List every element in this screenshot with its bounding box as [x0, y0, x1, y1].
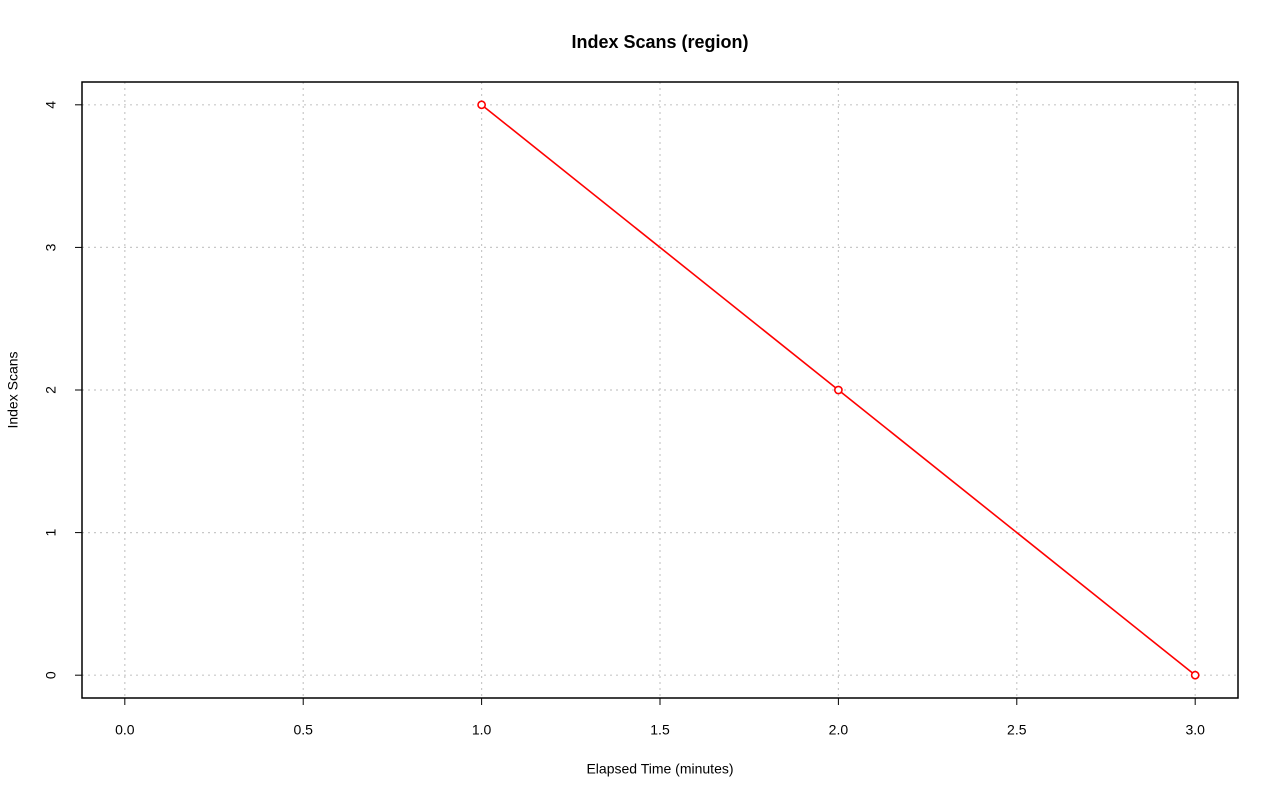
y-tick-label: 1 — [43, 528, 59, 536]
y-tick-label: 2 — [43, 386, 59, 394]
x-tick-label: 1.0 — [472, 722, 492, 738]
plot-frame — [81, 81, 1239, 699]
x-tick-label: 0.0 — [115, 722, 135, 738]
y-tick-label: 4 — [43, 101, 59, 109]
x-tick-label: 2.5 — [1007, 722, 1027, 738]
y-axis-title: Index Scans — [5, 351, 21, 428]
data-point — [833, 385, 843, 395]
x-tick-label: 2.0 — [829, 722, 849, 738]
chart-title: Index Scans (region) — [571, 32, 748, 52]
x-tick-label: 1.5 — [650, 722, 670, 738]
y-tick-label: 0 — [43, 671, 59, 679]
x-axis-title: Elapsed Time (minutes) — [586, 761, 733, 777]
x-tick-label: 3.0 — [1185, 722, 1205, 738]
y-tick-label: 3 — [43, 243, 59, 251]
data-point — [477, 100, 487, 110]
data-point — [1190, 670, 1200, 680]
x-tick-label: 0.5 — [293, 722, 313, 738]
